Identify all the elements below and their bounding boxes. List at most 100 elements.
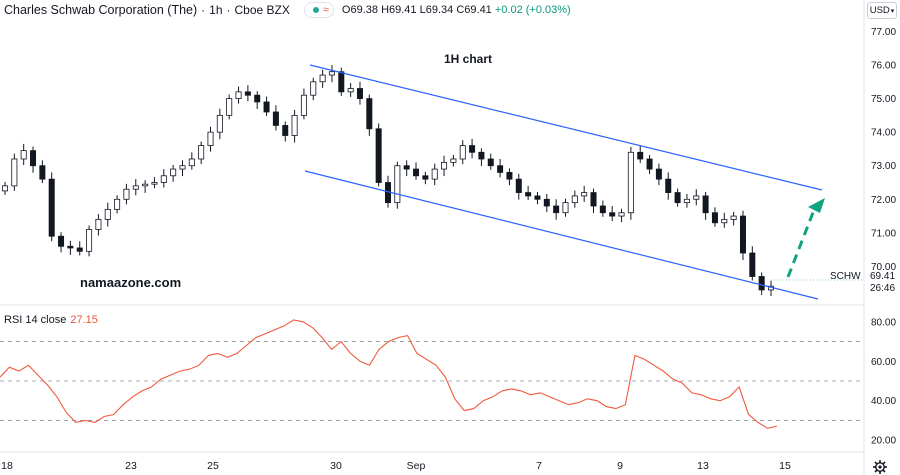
candle-up[interactable] — [179, 165, 186, 170]
candle-down[interactable] — [749, 252, 756, 277]
candle-down[interactable] — [487, 158, 494, 167]
candle-up[interactable] — [11, 158, 18, 187]
candle-down[interactable] — [403, 165, 410, 170]
candle-down[interactable] — [758, 276, 765, 291]
candle-down[interactable] — [711, 212, 718, 224]
interval-label[interactable]: 1h — [209, 3, 223, 17]
candle-down[interactable] — [674, 192, 681, 204]
time-axis[interactable]: 18 23 25 30 Sep 7 9 13 15 — [1, 460, 791, 472]
candle-up[interactable] — [431, 168, 438, 180]
candle-down[interactable] — [553, 205, 560, 214]
candle-down[interactable] — [30, 150, 37, 167]
candle-up[interactable] — [730, 215, 737, 220]
candle-up[interactable] — [571, 195, 578, 204]
candle-up[interactable] — [721, 219, 728, 224]
candle-down[interactable] — [739, 215, 746, 254]
candle-up[interactable] — [216, 114, 223, 133]
price-axis[interactable]: 77.00 76.00 75.00 74.00 73.00 72.00 71.00 70.00 — [871, 27, 896, 273]
candle-down[interactable] — [272, 111, 279, 126]
candle-down[interactable] — [282, 125, 289, 136]
candle-up[interactable] — [123, 188, 130, 200]
projection-arrow[interactable] — [786, 198, 825, 278]
candle-up[interactable] — [310, 81, 317, 96]
candle-down[interactable] — [366, 98, 373, 130]
candle-down[interactable] — [609, 212, 616, 217]
candle-up[interactable] — [618, 212, 625, 217]
symbol-header[interactable]: Charles Schwab Corporation (The) · 1h · … — [4, 2, 571, 18]
candle-down[interactable] — [637, 151, 644, 160]
candle-down[interactable] — [525, 192, 532, 197]
candle-up[interactable] — [151, 182, 158, 185]
candle-down[interactable] — [655, 168, 662, 180]
market-status-pill[interactable]: ≈ — [303, 2, 334, 18]
channel-lower-line[interactable] — [304, 170, 819, 300]
candle-up[interactable] — [2, 185, 8, 192]
candles[interactable] — [2, 65, 775, 296]
candle-down[interactable] — [67, 245, 74, 249]
candle-up[interactable] — [188, 158, 195, 167]
rsi-line[interactable] — [0, 319, 778, 429]
candle-up[interactable] — [20, 150, 27, 160]
candle-down[interactable] — [254, 94, 261, 103]
candle-up[interactable] — [170, 168, 177, 177]
gear-icon[interactable] — [872, 459, 888, 475]
candle-up[interactable] — [328, 71, 335, 76]
candle-down[interactable] — [497, 165, 504, 173]
candle-up[interactable] — [394, 165, 401, 204]
candle-up[interactable] — [347, 88, 354, 93]
candle-up[interactable] — [441, 161, 448, 170]
rsi-axis[interactable]: 80.00 60.00 40.00 20.00 — [871, 317, 896, 446]
candle-up[interactable] — [450, 158, 457, 163]
candle-down[interactable] — [590, 192, 597, 207]
currency-selector[interactable]: USD ▾ — [867, 2, 897, 19]
candle-down[interactable] — [469, 145, 476, 153]
candle-down[interactable] — [543, 198, 550, 207]
candle-up[interactable] — [142, 183, 149, 187]
candle-down[interactable] — [263, 101, 270, 113]
candle-down[interactable] — [356, 88, 363, 99]
symbol-name[interactable]: Charles Schwab Corporation (The) — [4, 3, 198, 17]
candle-down[interactable] — [413, 168, 420, 177]
candle-up[interactable] — [226, 98, 233, 116]
candle-up[interactable] — [207, 131, 214, 146]
candle-down[interactable] — [422, 175, 429, 180]
candle-down[interactable] — [338, 71, 345, 93]
candle-up[interactable] — [198, 145, 205, 160]
candle-down[interactable] — [534, 195, 541, 200]
candle-down[interactable] — [58, 235, 65, 247]
candle-down[interactable] — [244, 91, 251, 96]
candle-down[interactable] — [515, 178, 522, 193]
candle-down[interactable] — [76, 247, 83, 252]
candle-down[interactable] — [599, 205, 606, 214]
candle-down[interactable] — [646, 158, 653, 170]
candle-up[interactable] — [291, 114, 298, 136]
rsi-header[interactable]: RSI 14 close 27.15 — [4, 314, 98, 326]
exchange-label[interactable]: Cboe BZX — [234, 3, 290, 17]
candle-up[interactable] — [86, 229, 93, 252]
candle-down[interactable] — [48, 178, 55, 237]
price-channel[interactable] — [304, 64, 823, 300]
candle-down[interactable] — [665, 178, 672, 193]
candle-up[interactable] — [300, 94, 307, 116]
chart-annotation-title[interactable]: 1H chart — [444, 52, 493, 66]
candle-up[interactable] — [104, 208, 111, 220]
candle-up[interactable] — [114, 198, 121, 210]
candle-up[interactable] — [319, 74, 326, 83]
candle-down[interactable] — [506, 172, 513, 180]
candle-up[interactable] — [160, 175, 167, 183]
candle-down[interactable] — [702, 195, 709, 214]
candle-up[interactable] — [235, 91, 242, 99]
candle-up[interactable] — [627, 151, 634, 214]
candle-up[interactable] — [459, 145, 466, 160]
channel-upper-line[interactable] — [309, 64, 823, 191]
candle-down[interactable] — [375, 128, 382, 183]
candle-up[interactable] — [693, 195, 700, 200]
candle-up[interactable] — [95, 219, 102, 230]
candle-down[interactable] — [478, 151, 485, 160]
projection-arrow-line[interactable] — [786, 209, 816, 278]
candle-down[interactable] — [39, 165, 46, 180]
candle-up[interactable] — [562, 202, 569, 214]
candle-up[interactable] — [132, 185, 139, 190]
candle-up[interactable] — [683, 198, 690, 204]
candle-up[interactable] — [581, 192, 588, 197]
